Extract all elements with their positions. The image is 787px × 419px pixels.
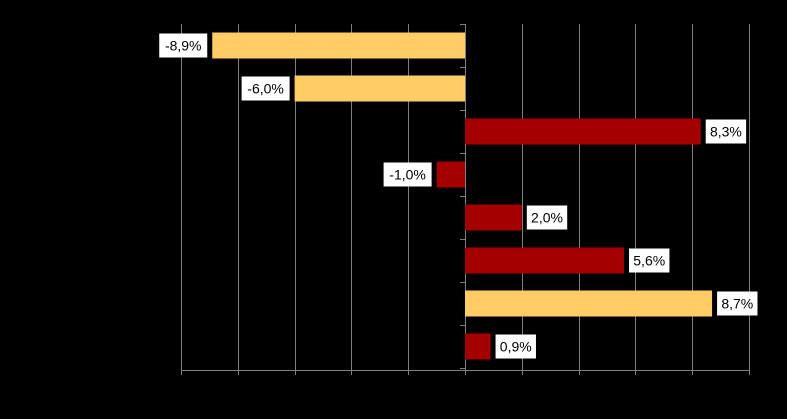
data-label-5: 2,0% (526, 205, 568, 230)
data-label-box (159, 33, 208, 58)
data-label-2: -6,0% (241, 76, 290, 101)
data-label-text: -1,0% (389, 167, 426, 183)
data-label-box (383, 162, 432, 187)
data-label-box (526, 205, 568, 230)
bar-1 (212, 32, 465, 59)
bar-2 (294, 75, 465, 102)
data-label-box (705, 119, 747, 144)
data-label-box (241, 76, 290, 101)
data-label-box (717, 291, 758, 316)
data-label-text: 5,6% (633, 253, 665, 269)
data-label-8: 0,9% (495, 334, 536, 359)
data-label-4: -1,0% (383, 162, 432, 187)
data-label-1: -8,9% (159, 33, 208, 58)
data-label-text: 8,3% (710, 124, 742, 140)
data-labels: -8,9% -6,0% 8,3% -1,0% 2,0% 5,6% 8,7% 0,9% (159, 33, 758, 359)
bar-4 (436, 161, 465, 188)
data-label-text: 0,9% (500, 339, 532, 355)
data-label-text: 2,0% (531, 210, 563, 226)
bar-3 (465, 118, 701, 145)
bar-8 (465, 333, 491, 360)
data-label-text: -6,0% (247, 81, 284, 97)
data-label-box (629, 248, 670, 273)
data-label-box (495, 334, 536, 359)
bars (212, 32, 713, 360)
data-label-text: 8,7% (721, 296, 753, 312)
data-label-text: -8,9% (165, 38, 202, 54)
bar-6 (465, 247, 625, 274)
bar-7 (465, 290, 713, 317)
data-label-6: 5,6% (629, 248, 670, 273)
bar-5 (465, 204, 522, 231)
data-label-3: 8,3% (705, 119, 747, 144)
data-label-7: 8,7% (717, 291, 758, 316)
